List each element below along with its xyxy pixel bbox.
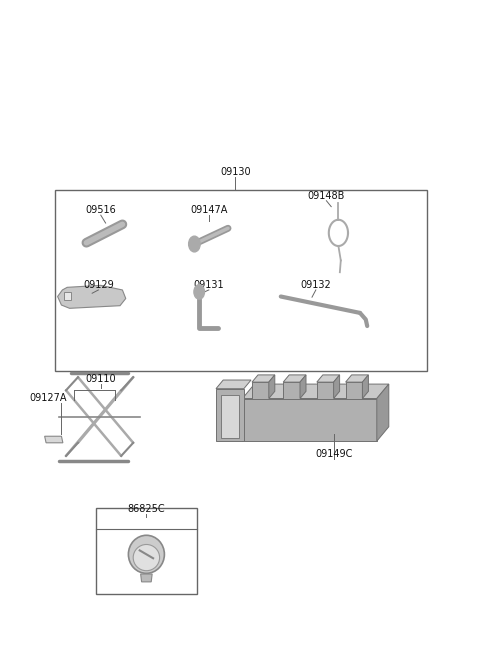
- Polygon shape: [362, 375, 369, 399]
- Text: 09516: 09516: [85, 205, 116, 215]
- Polygon shape: [283, 375, 306, 382]
- Polygon shape: [269, 375, 275, 399]
- Polygon shape: [64, 292, 71, 300]
- Text: 09147A: 09147A: [190, 205, 228, 215]
- Polygon shape: [346, 382, 362, 399]
- Bar: [96, 508, 197, 594]
- Text: 09148B: 09148B: [308, 191, 345, 201]
- Polygon shape: [346, 375, 369, 382]
- Polygon shape: [377, 384, 389, 441]
- Polygon shape: [317, 382, 334, 399]
- Polygon shape: [252, 382, 269, 399]
- Ellipse shape: [129, 535, 164, 573]
- Text: 09132: 09132: [300, 280, 331, 290]
- Polygon shape: [242, 399, 377, 441]
- Polygon shape: [317, 375, 340, 382]
- Text: 86825C: 86825C: [128, 504, 165, 514]
- Text: 09129: 09129: [83, 280, 114, 290]
- Text: 09110: 09110: [85, 374, 116, 384]
- Polygon shape: [300, 375, 306, 399]
- Polygon shape: [141, 574, 152, 582]
- Polygon shape: [221, 395, 239, 438]
- Ellipse shape: [133, 544, 159, 571]
- Circle shape: [194, 285, 204, 299]
- Polygon shape: [45, 436, 63, 443]
- Text: 09131: 09131: [193, 280, 224, 290]
- Polygon shape: [216, 388, 244, 441]
- Polygon shape: [242, 384, 389, 399]
- Text: 09149C: 09149C: [315, 449, 352, 459]
- Bar: [55, 190, 427, 371]
- Polygon shape: [58, 285, 126, 308]
- Polygon shape: [334, 375, 340, 399]
- Polygon shape: [216, 380, 251, 388]
- Text: 09127A: 09127A: [29, 394, 67, 403]
- Circle shape: [189, 236, 200, 252]
- Text: 09130: 09130: [220, 167, 251, 177]
- Polygon shape: [283, 382, 300, 399]
- Polygon shape: [252, 375, 275, 382]
